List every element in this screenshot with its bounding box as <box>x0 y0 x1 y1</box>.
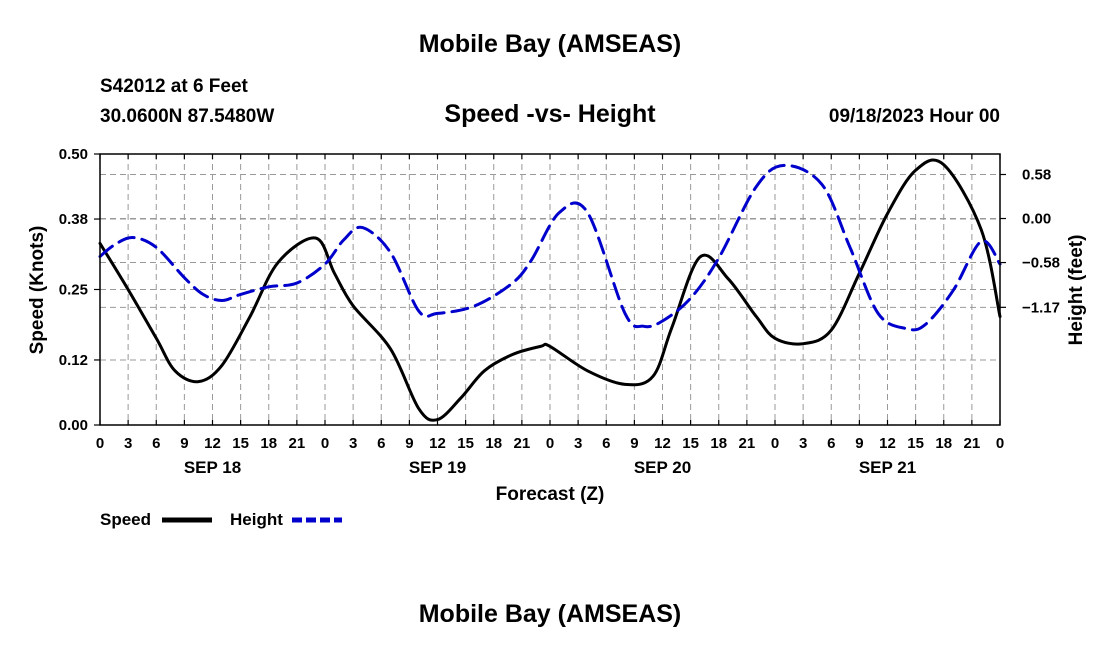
x-tick-label: 12 <box>429 435 446 452</box>
x-tick-label: 6 <box>827 435 835 452</box>
x-tick-label: 0 <box>996 435 1004 452</box>
day-label: SEP 18 <box>184 458 241 477</box>
x-tick-label: 9 <box>630 435 638 452</box>
height-series-line <box>98 163 1002 332</box>
x-tick-label: 6 <box>152 435 160 452</box>
x-tick-label: 18 <box>485 435 502 452</box>
x-axis-label: Forecast (Z) <box>496 484 605 505</box>
x-tick-label: 12 <box>879 435 896 452</box>
station-label: S42012 at 6 Feet <box>100 76 248 97</box>
x-tick-label: 3 <box>574 435 582 452</box>
legend: Speed Height <box>100 510 342 529</box>
x-tick-label: 0 <box>321 435 329 452</box>
x-tick-label: 18 <box>710 435 727 452</box>
x-tick-label: 15 <box>682 435 699 452</box>
y-axis-label: Speed (Knots) <box>27 226 48 355</box>
day-label: SEP 20 <box>634 458 691 477</box>
top-title: Mobile Bay (AMSEAS) <box>418 30 682 58</box>
x-tick-label: 3 <box>124 435 132 452</box>
x-tick-label: 15 <box>907 435 924 452</box>
speed-series-line <box>98 158 1002 422</box>
forecast-date-label: 09/18/2023 Hour 00 <box>828 106 1000 127</box>
x-tick-label: 18 <box>935 435 952 452</box>
y2-tick-label: −0.58 <box>1022 255 1060 272</box>
x-tick-label: 21 <box>739 435 756 452</box>
y2-tick-label: −1.17 <box>1022 299 1060 316</box>
x-tick-label: 0 <box>546 435 554 452</box>
x-tick-label: 0 <box>96 435 104 452</box>
x-tick-label: 9 <box>180 435 188 452</box>
x-tick-label: 12 <box>204 435 221 452</box>
y-tick-label: 0.38 <box>59 211 88 228</box>
bottom-title: Mobile Bay (AMSEAS) <box>418 600 682 628</box>
y2-tick-label: 0.58 <box>1022 166 1051 183</box>
x-tick-label: 6 <box>602 435 610 452</box>
x-tick-label: 9 <box>405 435 413 452</box>
x-tick-label: 21 <box>289 435 306 452</box>
y-tick-label: 0.00 <box>59 417 88 434</box>
x-tick-label: 12 <box>654 435 671 452</box>
x-tick-label: 0 <box>771 435 779 452</box>
y-tick-label: 0.25 <box>59 282 88 299</box>
x-tick-label: 21 <box>514 435 531 452</box>
y2-tick-label: 0.00 <box>1022 211 1051 228</box>
y-tick-label: 0.50 <box>59 146 88 163</box>
x-tick-label: 9 <box>855 435 863 452</box>
x-tick-label: 21 <box>964 435 981 452</box>
series-layer <box>98 158 1002 422</box>
day-label: SEP 19 <box>409 458 466 477</box>
x-tick-label: 3 <box>349 435 357 452</box>
x-tick-label: 6 <box>377 435 385 452</box>
legend-speed-label: Speed <box>100 510 151 529</box>
x-tick-label: 18 <box>260 435 277 452</box>
y-tick-label: 0.12 <box>59 352 88 369</box>
x-tick-label: 15 <box>232 435 249 452</box>
day-label: SEP 21 <box>859 458 916 477</box>
x-tick-label: 3 <box>799 435 807 452</box>
axis-ticks: 0 3 6 9 12 15 18 21 0 3 6 9 12 15 18 21 0 3 6 9 12 15 18 21 0 3 6 9… <box>59 146 1060 477</box>
y2-axis-label: Height (feet) <box>1066 235 1087 346</box>
x-tick-label: 15 <box>457 435 474 452</box>
coordinates-label: 30.0600N 87.5480W <box>100 106 275 127</box>
chart-title: Speed -vs- Height <box>444 100 656 128</box>
legend-height-label: Height <box>230 510 283 529</box>
